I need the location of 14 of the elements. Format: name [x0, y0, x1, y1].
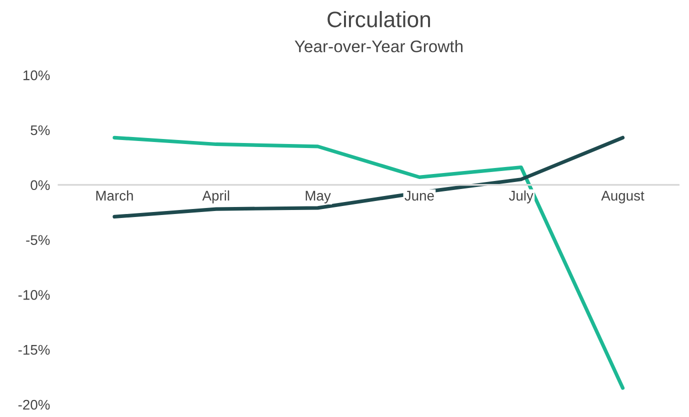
y-tick-label: 5% — [30, 125, 50, 136]
x-tick-label: July — [508, 190, 534, 204]
y-tick-label: -15% — [18, 344, 50, 355]
chart-title: Circulation — [328, 11, 430, 28]
y-tick-label: -10% — [18, 290, 50, 300]
x-tick-label: March — [96, 190, 133, 201]
y-tick-label: -20% — [18, 400, 50, 410]
y-tick-label: 0% — [30, 180, 50, 190]
x-tick-label: May — [306, 190, 331, 204]
chart-subtitle: Year-over-Year Growth — [294, 40, 462, 52]
y-tick-label: 10% — [23, 70, 50, 80]
y-tick-label: -5% — [26, 235, 50, 245]
x-tick-label: August — [601, 190, 644, 204]
x-tick-label: April — [202, 190, 230, 204]
